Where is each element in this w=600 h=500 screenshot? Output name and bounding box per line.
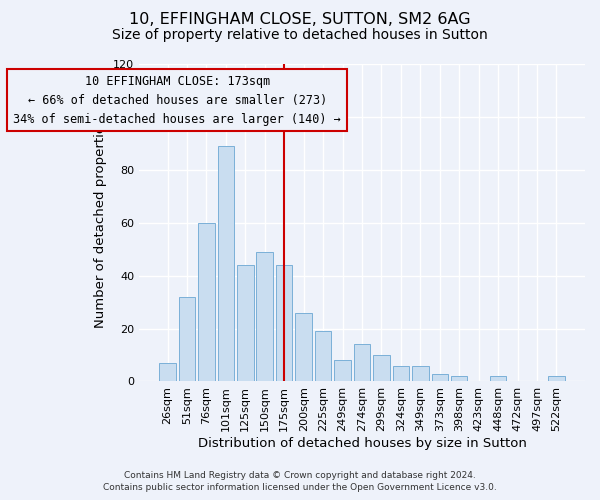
Bar <box>490 376 506 382</box>
Bar <box>315 331 331 382</box>
Bar <box>392 366 409 382</box>
Bar <box>373 355 390 382</box>
Bar <box>451 376 467 382</box>
Bar <box>354 344 370 382</box>
Text: Contains HM Land Registry data © Crown copyright and database right 2024.
Contai: Contains HM Land Registry data © Crown c… <box>103 471 497 492</box>
X-axis label: Distribution of detached houses by size in Sutton: Distribution of detached houses by size … <box>197 437 526 450</box>
Bar <box>295 312 312 382</box>
Bar <box>431 374 448 382</box>
Bar <box>237 265 254 382</box>
Bar <box>256 252 273 382</box>
Text: Size of property relative to detached houses in Sutton: Size of property relative to detached ho… <box>112 28 488 42</box>
Text: 10, EFFINGHAM CLOSE, SUTTON, SM2 6AG: 10, EFFINGHAM CLOSE, SUTTON, SM2 6AG <box>129 12 471 28</box>
Bar <box>198 222 215 382</box>
Bar <box>548 376 565 382</box>
Bar <box>276 265 292 382</box>
Bar <box>218 146 234 382</box>
Bar <box>412 366 428 382</box>
Bar <box>179 297 195 382</box>
Y-axis label: Number of detached properties: Number of detached properties <box>94 118 107 328</box>
Bar <box>334 360 351 382</box>
Text: 10 EFFINGHAM CLOSE: 173sqm
← 66% of detached houses are smaller (273)
34% of sem: 10 EFFINGHAM CLOSE: 173sqm ← 66% of deta… <box>13 74 341 126</box>
Bar <box>159 363 176 382</box>
